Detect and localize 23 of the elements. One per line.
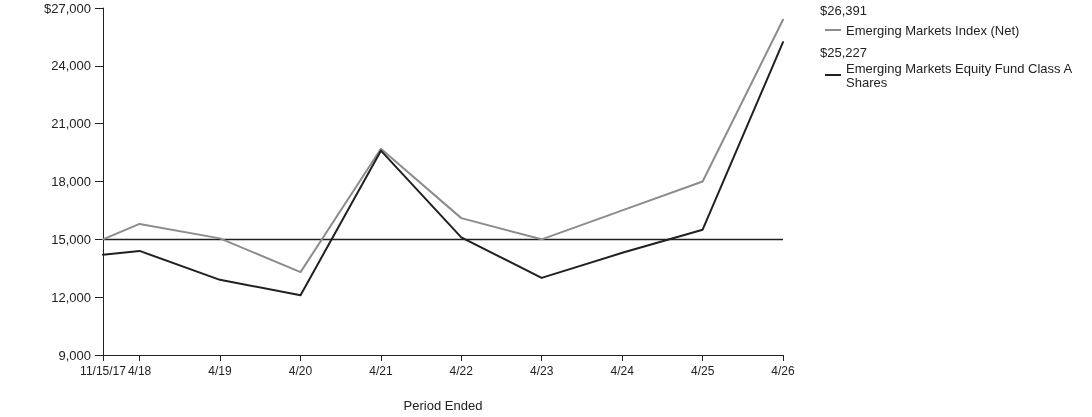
- x-tick-label: 11/15/17: [80, 364, 127, 378]
- x-tick-label: 4/23: [529, 364, 554, 378]
- y-tick-label: 12,000: [51, 289, 91, 305]
- y-tick-label: 21,000: [51, 116, 91, 132]
- y-tick-label: $27,000: [44, 0, 91, 16]
- x-tick-label: 4/18: [127, 364, 152, 378]
- x-tick-label: 4/26: [771, 364, 795, 378]
- x-axis-title: Period Ended: [403, 398, 483, 413]
- x-tick-label: 4/20: [288, 364, 313, 378]
- y-tick-label: 9,000: [58, 347, 91, 363]
- y-tick-label: 15,000: [51, 231, 91, 247]
- text: $25,227: [820, 45, 867, 60]
- text: $26,391: [820, 3, 867, 18]
- x-tick-label: 4/22: [449, 364, 474, 378]
- legend-label: Emerging Markets Equity Fund Class A Shares: [846, 60, 1076, 90]
- y-tick-label: 18,000: [51, 174, 91, 189]
- x-tick-label: 4/21: [369, 364, 393, 378]
- y-tick-label: 24,000: [51, 58, 91, 74]
- legend-label: Emerging Markets Index (Net): [846, 22, 1020, 38]
- x-tick-label: 4/19: [208, 364, 232, 378]
- line-series: [102, 18, 784, 274]
- x-tick-label: 4/25: [690, 364, 715, 378]
- x-tick-label: 4/24: [610, 364, 635, 378]
